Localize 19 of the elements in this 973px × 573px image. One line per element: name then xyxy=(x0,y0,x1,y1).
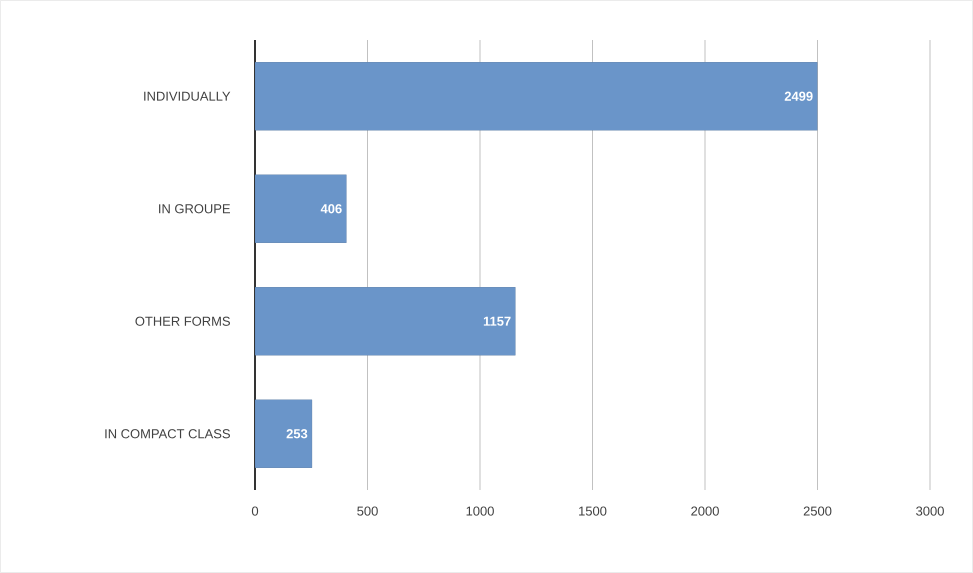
x-tick-label: 3000 xyxy=(916,506,944,516)
y-tick-label: IN GROUPE xyxy=(159,204,230,214)
data-label: 253 xyxy=(286,429,308,438)
bar xyxy=(255,174,347,243)
y-tick-label: INDIVIDUALLY xyxy=(144,92,230,101)
y-tick-label: IN COMPACT CLASS xyxy=(105,429,230,438)
x-tick-label: 0 xyxy=(252,506,258,516)
bar xyxy=(255,287,516,356)
data-label: 406 xyxy=(320,204,342,214)
x-tick-label: 2500 xyxy=(804,506,832,516)
bar xyxy=(255,62,818,130)
data-label: 2499 xyxy=(784,92,813,101)
bar xyxy=(255,400,312,468)
x-tick-label: 2000 xyxy=(691,506,719,516)
x-tick-label: 1500 xyxy=(579,506,606,516)
x-tick-label: 1000 xyxy=(466,506,494,516)
data-label: 1157 xyxy=(484,316,511,326)
y-tick-label: OTHER FORMS xyxy=(135,316,230,326)
x-tick-label: 500 xyxy=(357,506,378,516)
